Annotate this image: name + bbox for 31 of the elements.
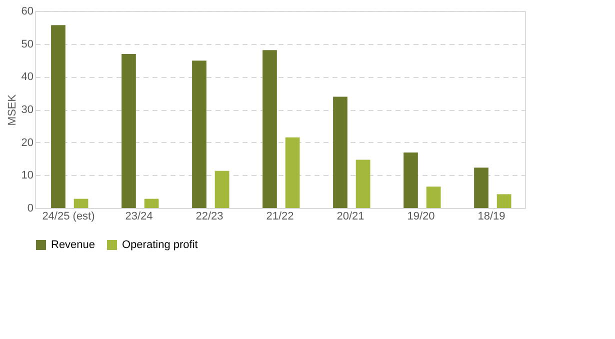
y-tick-label: 60: [21, 6, 34, 18]
bar: [404, 152, 418, 208]
bar: [192, 60, 206, 208]
legend-label: Revenue: [51, 239, 96, 251]
x-tick-label: 18/19: [478, 210, 506, 222]
x-tick-label: 20/21: [336, 210, 364, 222]
x-tick-label: 21/22: [266, 210, 294, 222]
legend-label: Operating profit: [122, 239, 198, 251]
bar: [214, 170, 230, 208]
y-tick-label: 0: [27, 202, 34, 214]
y-axis-title: MSEK: [6, 94, 18, 126]
bar: [426, 186, 441, 208]
x-tick-label: 23/24: [125, 210, 153, 222]
bar: [285, 137, 300, 208]
x-tick-label: 22/23: [196, 210, 224, 222]
y-tick-label: 30: [21, 104, 34, 116]
y-tick-label: 10: [21, 170, 34, 182]
y-tick-label: 40: [21, 71, 34, 84]
bar: [333, 96, 348, 208]
bar: [356, 160, 370, 208]
bar: [74, 198, 88, 208]
bar: [51, 25, 66, 208]
bar: [122, 54, 136, 208]
bar: [144, 198, 159, 208]
y-tick-label: 20: [21, 136, 34, 149]
x-tick-label: 19/20: [407, 210, 435, 222]
x-tick-label: 24/25 (est): [42, 210, 95, 222]
y-tick-label: 50: [21, 38, 34, 50]
bar: [262, 50, 277, 208]
bar: [474, 168, 488, 208]
bar: [496, 194, 512, 208]
